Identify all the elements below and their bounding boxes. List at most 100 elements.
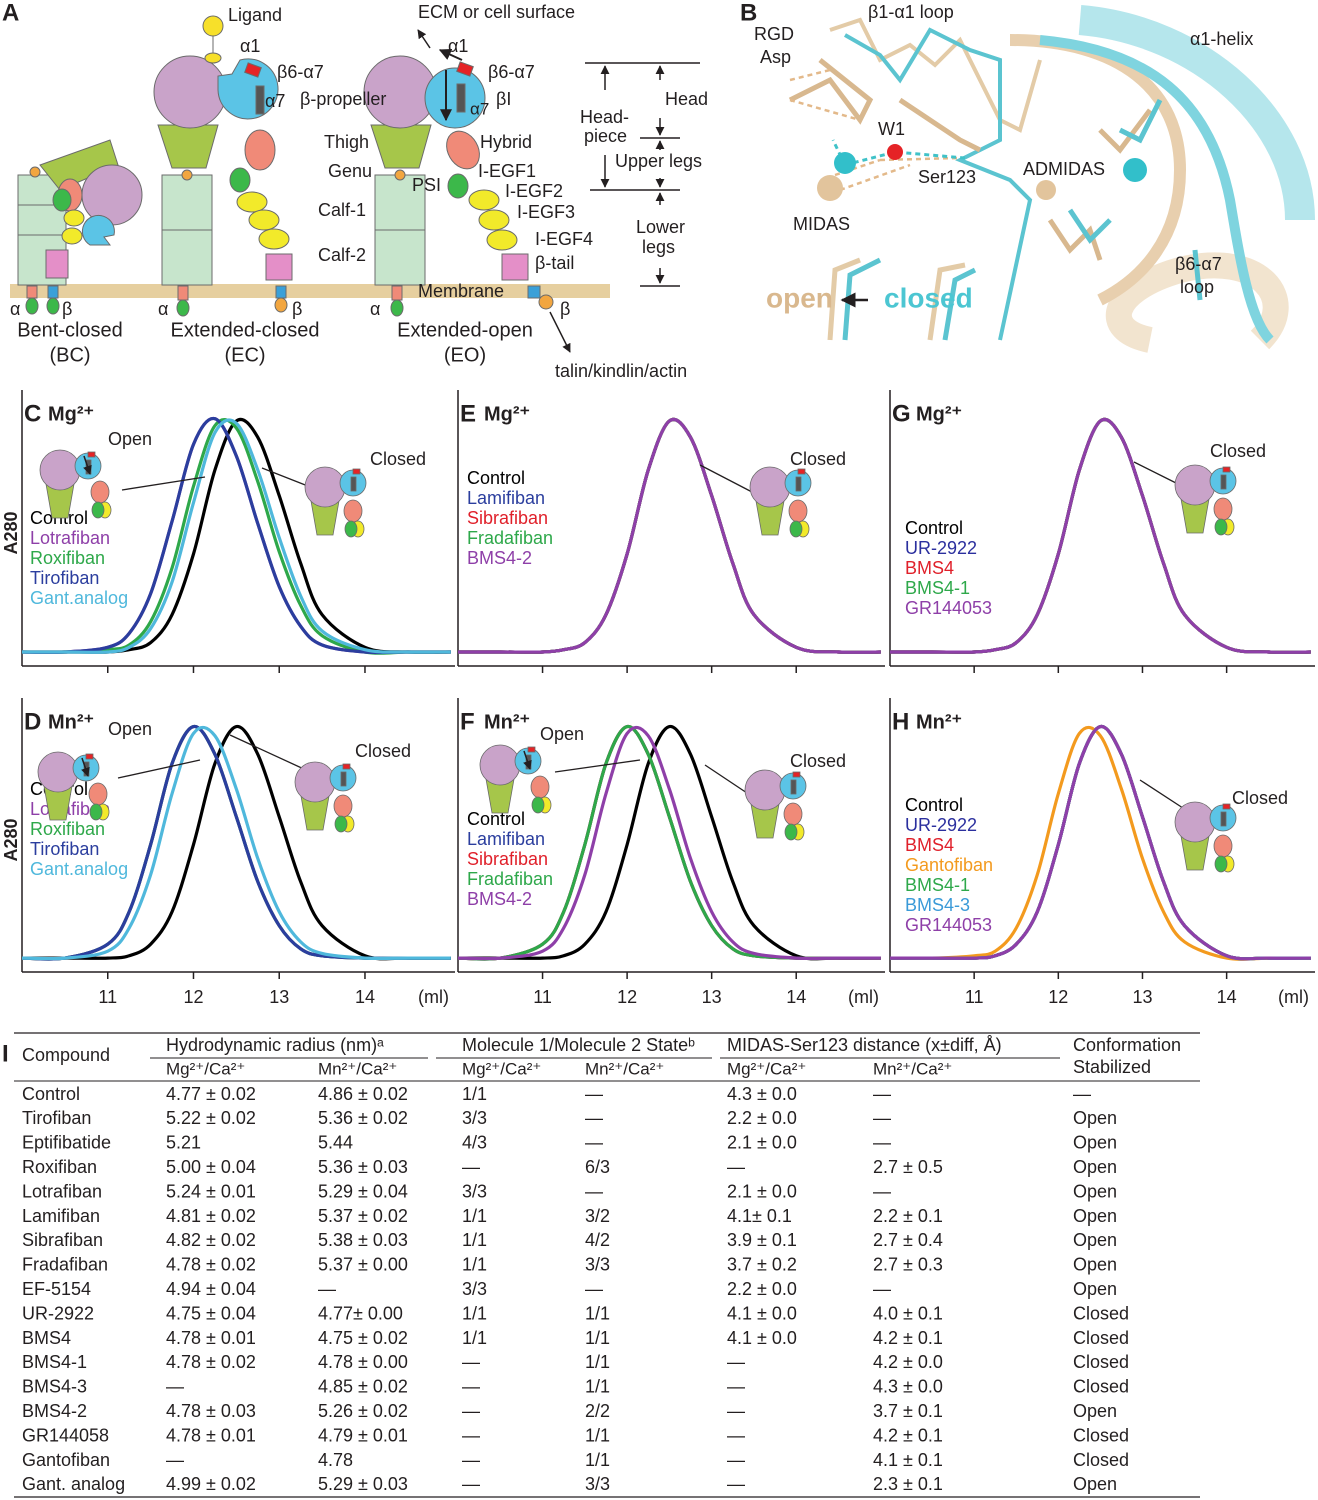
- label: MIDAS: [793, 214, 850, 234]
- cell: —: [585, 1108, 603, 1128]
- legend-label: GR144053: [905, 598, 992, 618]
- legend-label: Lotrafiban: [30, 528, 110, 548]
- label: (EO): [444, 344, 486, 366]
- cell: Closed: [1073, 1425, 1129, 1445]
- cell: 3/3: [462, 1108, 487, 1128]
- legend-label: BMS4-3: [905, 895, 970, 915]
- label: Upper legs: [615, 151, 702, 171]
- propeller: [294, 761, 336, 803]
- cell: 4.81 ± 0.02: [166, 1206, 256, 1226]
- annotation: Closed: [790, 449, 846, 469]
- legend-label: Control: [905, 795, 963, 815]
- legend-label: Gant.analog: [30, 859, 128, 879]
- annotation: Closed: [1210, 441, 1266, 461]
- chart-title: Mn²⁺: [484, 711, 530, 733]
- cell: 1/1: [585, 1425, 610, 1445]
- cell: 5.22 ± 0.02: [166, 1108, 256, 1128]
- x-axis-label: (ml): [848, 987, 879, 1007]
- alpha7: [350, 476, 357, 492]
- cell: 3/3: [585, 1255, 610, 1275]
- cell: Roxifiban: [22, 1157, 97, 1177]
- sub-header: Mg²⁺/Ca²⁺: [727, 1059, 806, 1078]
- cell: —: [462, 1401, 480, 1421]
- label: β: [560, 299, 570, 319]
- label: α7: [470, 99, 489, 118]
- cell: —: [166, 1377, 184, 1397]
- cell: 4.78 ± 0.01: [166, 1425, 256, 1445]
- psi: [531, 796, 545, 814]
- legend-label: Control: [905, 518, 963, 538]
- cell: 1/1: [585, 1328, 610, 1348]
- cell: 2.2 ± 0.0: [727, 1279, 797, 1299]
- cell: 4.75 ± 0.02: [318, 1328, 408, 1348]
- label: Head-: [580, 107, 629, 127]
- label: ADMIDAS: [1023, 159, 1105, 179]
- label: Ser123: [918, 167, 976, 187]
- arrow: [523, 750, 532, 770]
- label: α1: [448, 36, 468, 56]
- cell: —: [727, 1157, 745, 1177]
- label: Head: [665, 89, 708, 109]
- panel-b-drawing: [788, 5, 1315, 353]
- psi: [1214, 518, 1228, 536]
- line-series: [21, 724, 451, 961]
- label: βI: [496, 89, 511, 109]
- cell: 4.0 ± 0.1: [873, 1303, 943, 1323]
- cell: Closed: [1073, 1303, 1129, 1323]
- cell: 4.86 ± 0.02: [318, 1084, 408, 1104]
- cell: 4.78 ± 0.02: [166, 1255, 256, 1275]
- cell: 5.37 ± 0.00: [318, 1255, 408, 1275]
- annotation: Open: [108, 429, 152, 449]
- label: (EC): [224, 344, 265, 366]
- cell: —: [166, 1450, 184, 1470]
- chart-title: Mn²⁺: [48, 711, 94, 733]
- x-tick-label: 13: [269, 987, 289, 1007]
- label: Calf-1: [318, 200, 366, 220]
- legend-label: Roxifiban: [30, 548, 105, 568]
- label: (BC): [49, 344, 90, 366]
- cell: 1/1: [462, 1230, 487, 1250]
- cell: Open: [1073, 1133, 1117, 1153]
- cell: 5.36 ± 0.03: [318, 1157, 408, 1177]
- panel-b-labels: B RGD Asp β1-α1 loop α1-helix W1 Ser123 …: [740, 0, 1253, 313]
- cell: 4/2: [585, 1230, 610, 1250]
- cell: Closed: [1073, 1328, 1129, 1348]
- cell: 4.77± 0.00: [318, 1303, 403, 1323]
- label: α: [10, 299, 20, 319]
- cell: 4.78: [318, 1450, 353, 1470]
- legend-label: BMS4-2: [467, 548, 532, 568]
- legend-label: BMS4-1: [905, 875, 970, 895]
- line-series: [457, 725, 881, 961]
- cell: Gantofiban: [22, 1450, 110, 1470]
- cell: Closed: [1073, 1377, 1129, 1397]
- cell: Open: [1073, 1157, 1117, 1177]
- psi: [91, 501, 105, 519]
- line-series: [890, 417, 1311, 654]
- cell: Open: [1073, 1401, 1117, 1421]
- line-series: [21, 416, 451, 655]
- label: loop: [1180, 277, 1214, 297]
- label: I-EGF2: [505, 181, 563, 201]
- propeller: [37, 751, 79, 793]
- cell: 4.78 ± 0.01: [166, 1328, 256, 1348]
- panel-letter: D: [24, 708, 41, 735]
- cell: 4.82 ± 0.02: [166, 1230, 256, 1250]
- leader-line: [229, 734, 307, 771]
- cell: 5.29 ± 0.03: [318, 1474, 408, 1494]
- cell: Tirofiban: [22, 1108, 91, 1128]
- alpha1: [792, 771, 801, 778]
- x-tick-label: 14: [1217, 987, 1237, 1007]
- label: W1: [878, 119, 905, 139]
- panel-letter: E: [460, 400, 476, 427]
- arrow: [81, 757, 90, 777]
- cell: 1/1: [462, 1303, 487, 1323]
- cell: 5.36 ± 0.02: [318, 1108, 408, 1128]
- hybrid: [343, 499, 363, 523]
- cell: Sibrafiban: [22, 1230, 103, 1250]
- x-tick-label: 11: [533, 987, 552, 1007]
- psi: [89, 803, 103, 821]
- cell: —: [318, 1279, 336, 1299]
- legend-label: Sibrafiban: [467, 849, 548, 869]
- sub-header: Mn²⁺/Ca²⁺: [585, 1059, 664, 1078]
